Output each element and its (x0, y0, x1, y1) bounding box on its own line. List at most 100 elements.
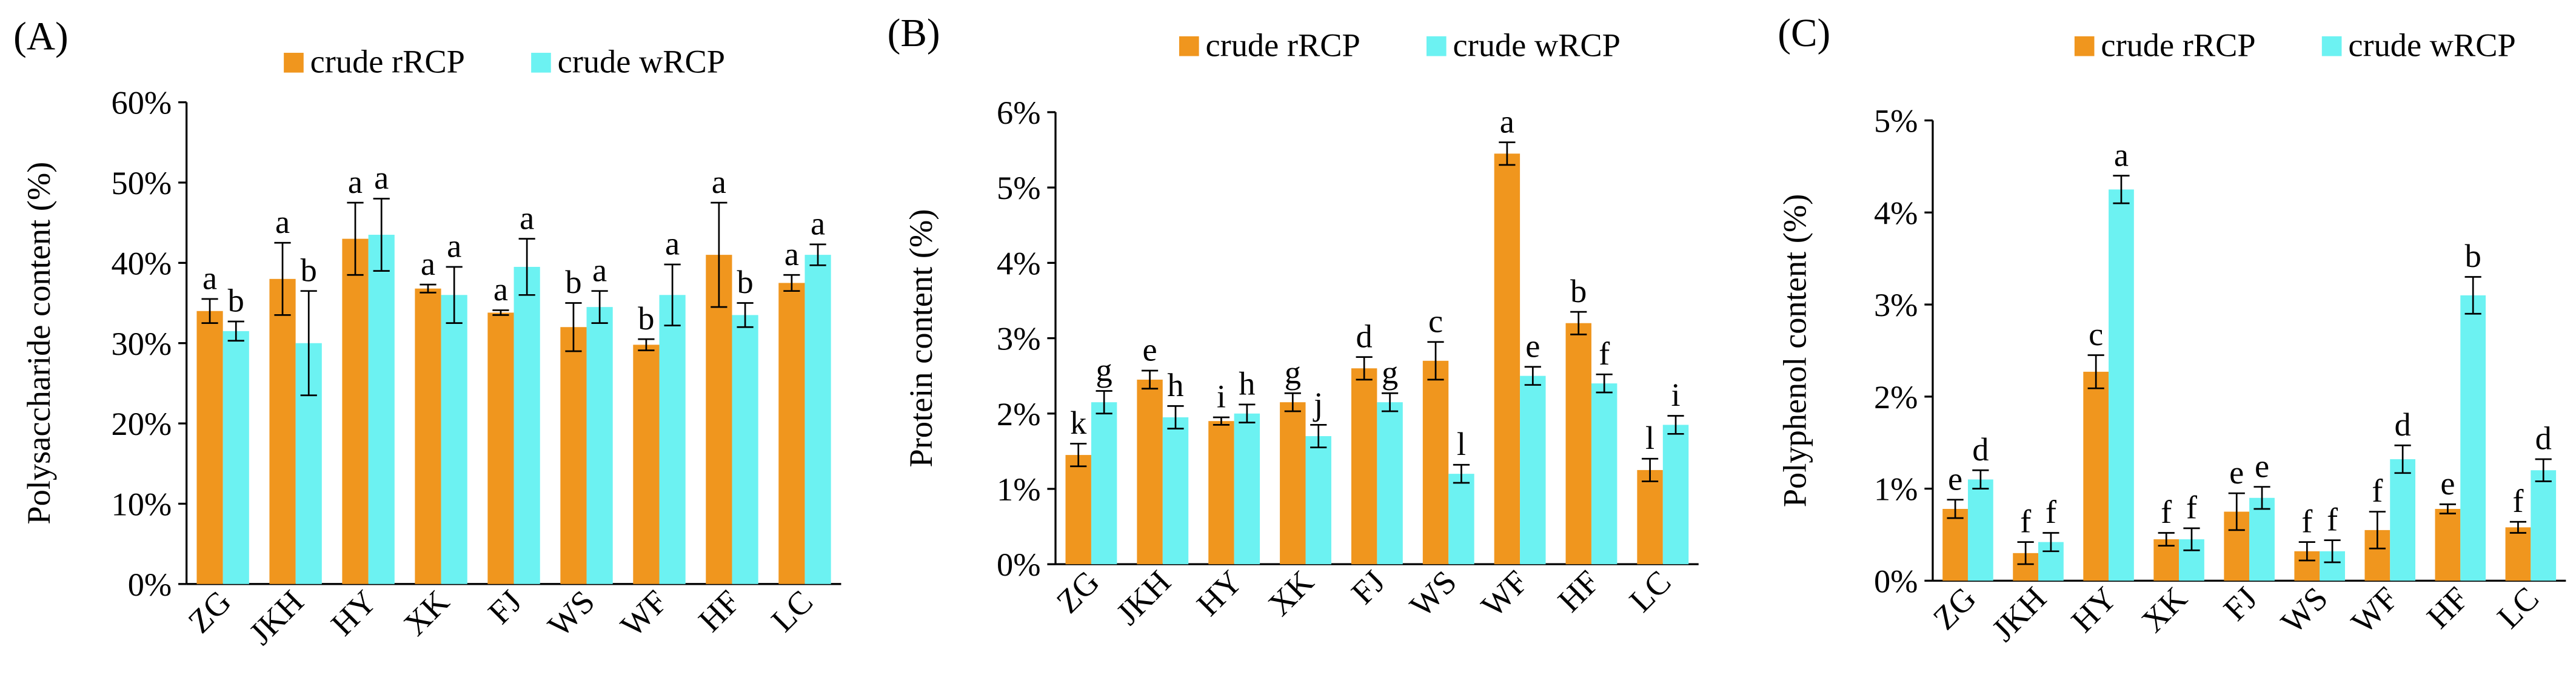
y-tick-label: 5% (1874, 103, 1918, 140)
bar (1137, 379, 1163, 565)
bar (1091, 402, 1117, 565)
bar (368, 235, 395, 584)
bar (1967, 479, 1993, 581)
bar (514, 266, 540, 584)
bar (1494, 153, 1521, 565)
bar (2460, 295, 2486, 581)
x-tick-label: JKH (1109, 564, 1178, 632)
significance-letter: a (421, 246, 435, 282)
bar (586, 307, 613, 584)
legend-swatch (531, 53, 551, 73)
x-tick-label: HY (2064, 580, 2124, 639)
bar (1234, 413, 1260, 565)
bar (342, 238, 369, 584)
significance-letter: a (785, 236, 799, 272)
bar (2435, 508, 2461, 581)
x-tick-label: HF (1551, 564, 1607, 619)
significance-letter: b (638, 300, 654, 337)
significance-letter: f (2046, 494, 2057, 530)
y-tick-label: 50% (112, 165, 172, 201)
legend-swatch (1426, 36, 1447, 56)
legend-label: crude rRCP (2101, 27, 2255, 63)
significance-letter: a (811, 206, 825, 242)
significance-letter: b (2465, 238, 2481, 274)
bar (269, 278, 296, 584)
bar (1377, 402, 1403, 565)
x-tick-label: FJ (481, 584, 529, 631)
bar (732, 315, 758, 584)
y-tick-label: 60% (112, 85, 172, 121)
x-tick-label: JKH (1985, 580, 2053, 648)
bar (1662, 425, 1689, 565)
y-tick-label: 2% (997, 396, 1040, 432)
significance-letter: d (2535, 420, 2552, 457)
significance-letter: g (1382, 354, 1398, 391)
y-tick-label: 6% (997, 95, 1040, 131)
x-tick-label: WS (1403, 564, 1464, 624)
y-tick-label: 1% (1874, 471, 1918, 508)
significance-letter: f (2020, 503, 2032, 539)
significance-letter: j (1313, 386, 1323, 422)
bar (2531, 470, 2557, 581)
significance-letter: a (275, 204, 290, 240)
significance-letter: a (520, 200, 534, 236)
legend-label: crude wRCP (1453, 27, 1620, 63)
x-tick-label: ZG (181, 584, 238, 641)
bar (1565, 323, 1591, 565)
significance-letter: l (1457, 426, 1466, 462)
bar (706, 255, 732, 584)
significance-letter: b (1570, 273, 1587, 309)
significance-letter: h (1239, 366, 1255, 402)
significance-letter: l (1645, 420, 1654, 456)
x-tick-label: WS (541, 584, 601, 644)
significance-letter: e (2229, 454, 2244, 491)
bar (2083, 371, 2109, 581)
significance-letter: e (1525, 328, 1540, 364)
bar (659, 295, 686, 584)
x-tick-label: ZG (1926, 580, 1983, 637)
significance-letter: h (1167, 367, 1183, 403)
significance-letter: f (2512, 483, 2524, 519)
legend-swatch (2074, 36, 2095, 56)
significance-letter: d (1356, 318, 1373, 354)
significance-letter: e (1143, 332, 1157, 368)
legend-swatch (1179, 36, 1199, 56)
bar (222, 331, 249, 584)
y-tick-label: 2% (1874, 379, 1918, 416)
significance-letter: a (374, 160, 389, 196)
significance-letter: c (1428, 303, 1443, 339)
bar (805, 255, 831, 584)
bar (2109, 189, 2134, 581)
bar (633, 345, 660, 584)
significance-letter: f (2301, 503, 2313, 539)
y-tick-label: 0% (128, 567, 172, 603)
panel-label: (B) (888, 12, 940, 55)
bar (1208, 421, 1234, 565)
significance-letter: b (301, 252, 317, 288)
y-tick-label: 30% (112, 326, 172, 362)
y-tick-label: 20% (112, 406, 172, 442)
y-tick-label: 0% (997, 547, 1040, 583)
bar (1422, 360, 1449, 565)
significance-letter: d (1972, 431, 1989, 468)
bar (2505, 527, 2531, 581)
significance-letter: a (592, 252, 607, 288)
significance-letter: a (1500, 103, 1514, 140)
significance-letter: b (228, 283, 244, 319)
y-axis-label: Protein content (%) (903, 209, 939, 468)
panel-label: (C) (1778, 12, 1830, 55)
x-tick-label: WS (2274, 580, 2335, 641)
y-tick-label: 5% (997, 170, 1040, 206)
y-tick-label: 3% (997, 321, 1040, 357)
significance-letter: i (1217, 379, 1226, 415)
legend-label: crude wRCP (2348, 27, 2515, 63)
x-tick-label: HY (324, 584, 383, 643)
y-tick-label: 40% (112, 245, 172, 281)
y-tick-label: 10% (112, 486, 172, 522)
panel-label: (A) (13, 15, 69, 59)
significance-letter: b (737, 264, 753, 300)
significance-letter: i (1671, 377, 1680, 413)
x-tick-label: ZG (1049, 564, 1106, 621)
